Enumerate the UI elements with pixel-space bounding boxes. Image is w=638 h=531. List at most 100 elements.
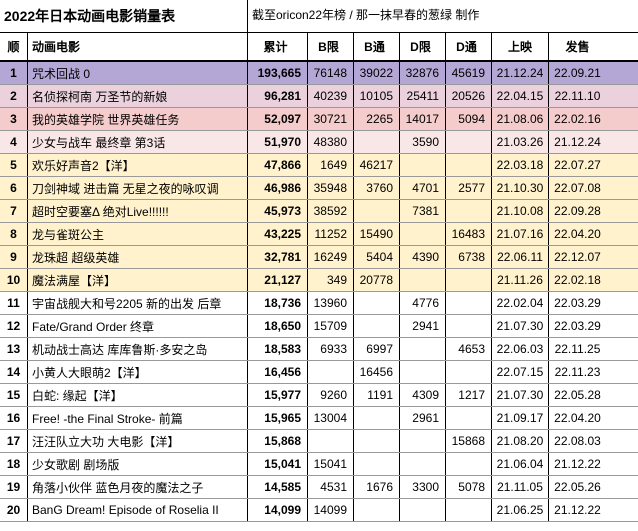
cell-rank: 3 — [0, 108, 28, 130]
cell-dreg — [446, 361, 492, 383]
cell-rank: 5 — [0, 154, 28, 176]
cell-dreg: 4653 — [446, 338, 492, 360]
cell-dreg: 16483 — [446, 223, 492, 245]
cell-total: 18,583 — [248, 338, 308, 360]
cell-dltd: 4776 — [400, 292, 446, 314]
cell-sale: 21.12.22 — [549, 453, 606, 475]
cell-total: 15,041 — [248, 453, 308, 475]
cell-total: 96,281 — [248, 85, 308, 107]
cell-name: Fate/Grand Order 终章 — [28, 315, 248, 337]
header-row: 2022年日本动画电影销量表 截至oricon22年榜 / 那一抹早春的葱绿 制… — [0, 0, 638, 33]
cell-release: 21.10.30 — [492, 177, 549, 199]
cell-total: 45,973 — [248, 200, 308, 222]
column-headers: 顺 动画电影 累计 B限 B通 D限 D通 上映 发售 — [0, 33, 638, 62]
header-release: 上映 — [492, 33, 549, 60]
cell-release: 22.07.15 — [492, 361, 549, 383]
cell-sale: 21.12.22 — [549, 499, 606, 521]
cell-name: 少女与战车 最终章 第3话 — [28, 131, 248, 153]
cell-bltd: 1649 — [308, 154, 354, 176]
cell-breg — [354, 407, 400, 429]
cell-dltd: 14017 — [400, 108, 446, 130]
cell-sale: 22.09.21 — [549, 62, 606, 84]
cell-sale: 22.04.20 — [549, 223, 606, 245]
table-row: 13机动战士高达 库库鲁斯·多安之岛18,58369336997465322.0… — [0, 338, 638, 361]
cell-release: 22.06.11 — [492, 246, 549, 268]
cell-total: 15,868 — [248, 430, 308, 452]
cell-dltd: 3300 — [400, 476, 446, 498]
cell-rank: 20 — [0, 499, 28, 521]
cell-total: 46,986 — [248, 177, 308, 199]
cell-dreg — [446, 200, 492, 222]
cell-name: 魔法满屋【洋】 — [28, 269, 248, 291]
cell-total: 18,650 — [248, 315, 308, 337]
cell-bltd: 349 — [308, 269, 354, 291]
cell-rank: 19 — [0, 476, 28, 498]
cell-name: 欢乐好声音2【洋】 — [28, 154, 248, 176]
cell-dltd: 4701 — [400, 177, 446, 199]
cell-dreg: 6738 — [446, 246, 492, 268]
cell-release: 22.06.03 — [492, 338, 549, 360]
cell-total: 52,097 — [248, 108, 308, 130]
table-row: 8龙与雀斑公主43,22511252154901648321.07.1622.0… — [0, 223, 638, 246]
cell-name: 我的英雄学院 世界英雄任务 — [28, 108, 248, 130]
cell-release: 21.10.08 — [492, 200, 549, 222]
cell-dreg — [446, 499, 492, 521]
header-breg: B通 — [354, 33, 400, 60]
cell-total: 15,977 — [248, 384, 308, 406]
header-rank: 顺 — [0, 33, 28, 60]
header-sale: 发售 — [549, 33, 606, 60]
cell-bltd — [308, 430, 354, 452]
table-row: 11宇宙战舰大和号2205 新的出发 后章18,73613960477622.0… — [0, 292, 638, 315]
cell-rank: 11 — [0, 292, 28, 314]
cell-breg: 15490 — [354, 223, 400, 245]
cell-sale: 22.11.23 — [549, 361, 606, 383]
table-row: 5欢乐好声音2【洋】47,86616494621722.03.1822.07.2… — [0, 154, 638, 177]
cell-name: 刀剑神域 进击篇 无星之夜的咏叹调 — [28, 177, 248, 199]
cell-dltd — [400, 223, 446, 245]
cell-rank: 17 — [0, 430, 28, 452]
cell-sale: 22.05.26 — [549, 476, 606, 498]
cell-rank: 15 — [0, 384, 28, 406]
cell-dltd: 32876 — [400, 62, 446, 84]
cell-bltd: 48380 — [308, 131, 354, 153]
cell-sale: 22.02.18 — [549, 269, 606, 291]
cell-breg — [354, 292, 400, 314]
cell-name: 机动战士高达 库库鲁斯·多安之岛 — [28, 338, 248, 360]
table-title: 2022年日本动画电影销量表 — [0, 0, 248, 32]
table-row: 12Fate/Grand Order 终章18,65015709294121.0… — [0, 315, 638, 338]
cell-name: Free! -the Final Stroke- 前篇 — [28, 407, 248, 429]
cell-total: 15,965 — [248, 407, 308, 429]
cell-name: 超时空要塞Δ 绝对Live!!!!!! — [28, 200, 248, 222]
cell-release: 21.09.17 — [492, 407, 549, 429]
table-row: 17汪汪队立大功 大电影【洋】15,8681586821.08.2022.08.… — [0, 430, 638, 453]
cell-bltd: 11252 — [308, 223, 354, 245]
table-row: 19角落小伙伴 蓝色月夜的魔法之子14,58545311676330050782… — [0, 476, 638, 499]
rows-container: 1咒术回战 0193,6657614839022328764561921.12.… — [0, 62, 638, 522]
table-row: 14小黄人大眼萌2【洋】16,4561645622.07.1522.11.23 — [0, 361, 638, 384]
header-dltd: D限 — [400, 33, 446, 60]
header-total: 累计 — [248, 33, 308, 60]
cell-total: 21,127 — [248, 269, 308, 291]
cell-bltd — [308, 361, 354, 383]
table-row: 1咒术回战 0193,6657614839022328764561921.12.… — [0, 62, 638, 85]
cell-name: 白蛇: 缘起【洋】 — [28, 384, 248, 406]
cell-rank: 2 — [0, 85, 28, 107]
cell-sale: 22.08.03 — [549, 430, 606, 452]
cell-total: 14,585 — [248, 476, 308, 498]
cell-bltd: 6933 — [308, 338, 354, 360]
cell-dreg: 1217 — [446, 384, 492, 406]
cell-sale: 22.09.28 — [549, 200, 606, 222]
cell-dreg — [446, 407, 492, 429]
cell-dreg: 5094 — [446, 108, 492, 130]
table-subtitle: 截至oricon22年榜 / 那一抹早春的葱绿 制作 — [248, 0, 638, 32]
cell-dreg: 5078 — [446, 476, 492, 498]
cell-release: 21.07.30 — [492, 384, 549, 406]
cell-dreg: 20526 — [446, 85, 492, 107]
sales-table: 2022年日本动画电影销量表 截至oricon22年榜 / 那一抹早春的葱绿 制… — [0, 0, 638, 522]
cell-total: 18,736 — [248, 292, 308, 314]
cell-name: 宇宙战舰大和号2205 新的出发 后章 — [28, 292, 248, 314]
cell-dreg — [446, 315, 492, 337]
cell-release: 21.12.24 — [492, 62, 549, 84]
cell-sale: 22.12.07 — [549, 246, 606, 268]
cell-rank: 10 — [0, 269, 28, 291]
